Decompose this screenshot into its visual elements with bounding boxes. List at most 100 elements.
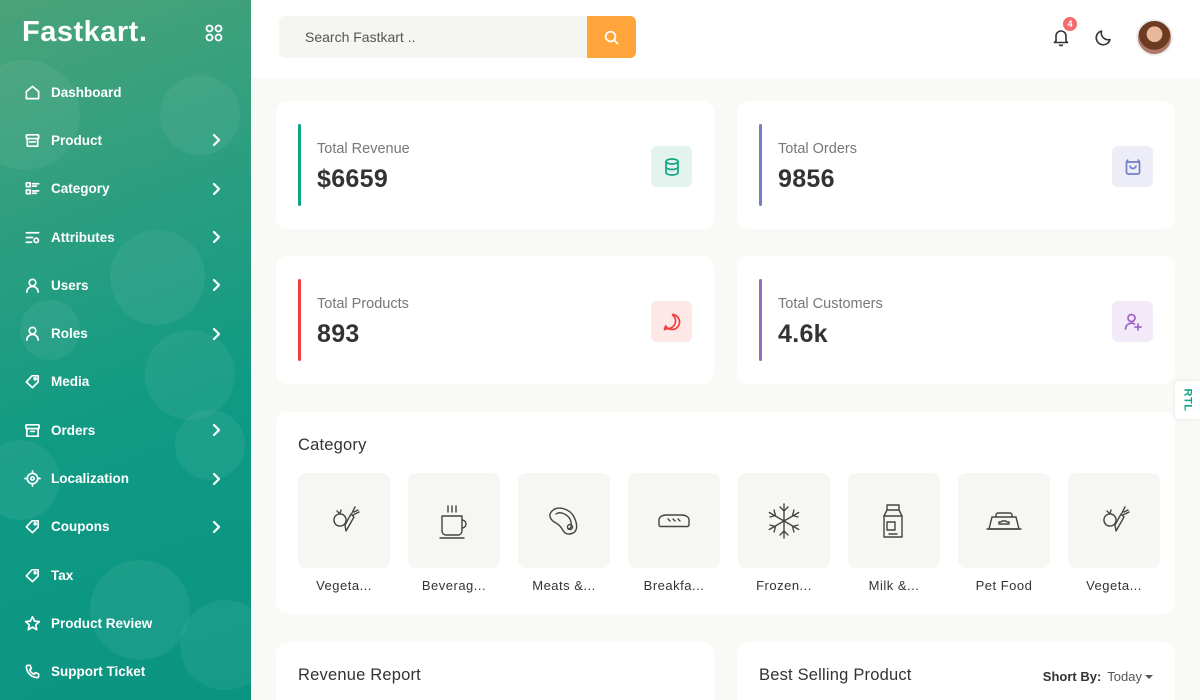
category-item[interactable]: Meats &... (518, 473, 610, 593)
search-icon (604, 30, 619, 44)
sidebar-item-tax[interactable]: Tax (0, 551, 251, 599)
sidebar-item-label: Support Ticket (51, 664, 146, 680)
chevron-right-icon (212, 520, 221, 533)
chat-icon (651, 301, 692, 342)
store-icon (23, 131, 41, 149)
sidebar-item-label: Attributes (51, 229, 115, 245)
stat-card-total-customers: Total Customers 4.6k (737, 256, 1175, 384)
search-button[interactable] (587, 16, 636, 58)
list-settings-icon (23, 228, 41, 246)
user-icon (23, 325, 41, 343)
stat-accent-bar (759, 124, 762, 206)
category-name: Vegeta... (316, 578, 372, 593)
category-item[interactable]: Beverag... (408, 473, 500, 593)
list-icon (23, 180, 41, 198)
milk-icon (874, 501, 914, 541)
user-icon (23, 276, 41, 294)
notification-badge: 4 (1063, 17, 1077, 31)
shopping-bag-icon (1112, 146, 1153, 187)
search-input[interactable] (279, 16, 579, 58)
database-icon (651, 146, 692, 187)
top-header: 4 (251, 0, 1200, 78)
category-thumbnail (628, 473, 720, 568)
sidebar-item-localization[interactable]: Localization (0, 454, 251, 502)
stat-label: Total Products (317, 296, 409, 312)
user-add-icon (1112, 301, 1153, 342)
sort-dropdown[interactable]: Short By: Today (1043, 669, 1153, 684)
sidebar-item-label: Coupons (51, 519, 110, 535)
category-list: Vegeta... Beverag... Meats &... Breakfa.… (298, 473, 1160, 593)
sidebar-item-label: Orders (51, 422, 96, 438)
sidebar-item-product-review[interactable]: Product Review (0, 599, 251, 647)
steak-icon (544, 501, 584, 541)
sidebar-item-media[interactable]: Media (0, 358, 251, 406)
stat-label: Total Orders (778, 141, 857, 157)
chevron-right-icon (212, 230, 221, 244)
category-thumbnail (738, 473, 830, 568)
stat-label: Total Revenue (317, 141, 410, 157)
tag-icon (23, 373, 41, 391)
stat-value: $6659 (317, 165, 389, 193)
sidebar-item-category[interactable]: Category (0, 165, 251, 213)
sidebar-item-dashboard[interactable]: Dashboard (0, 68, 251, 116)
sidebar-item-users[interactable]: Users (0, 261, 251, 309)
stat-label: Total Customers (778, 296, 883, 312)
stat-value: 9856 (778, 165, 835, 193)
tag-icon (23, 518, 41, 536)
stat-card-total-orders: Total Orders 9856 (737, 101, 1175, 229)
category-item[interactable]: Milk &... (848, 473, 940, 593)
search-bar (279, 16, 636, 58)
sidebar-nav: Dashboard Product Category Attributes Us… (0, 68, 251, 696)
sidebar-item-label: Roles (51, 326, 88, 342)
category-title: Category (298, 436, 367, 454)
stat-card-total-revenue: Total Revenue $6659 (276, 101, 714, 229)
category-thumbnail (958, 473, 1050, 568)
category-item[interactable]: Vegeta... (298, 473, 390, 593)
category-item[interactable]: Frozen... (738, 473, 830, 593)
notification-bell-icon[interactable] (1051, 27, 1071, 47)
category-name: Frozen... (756, 578, 812, 593)
stat-card-total-products: Total Products 893 (276, 256, 714, 384)
stat-accent-bar (298, 279, 301, 361)
category-item[interactable]: Vegeta... (1068, 473, 1160, 593)
dark-mode-icon[interactable] (1094, 27, 1114, 47)
sidebar-item-product[interactable]: Product (0, 116, 251, 164)
sidebar-item-support-ticket[interactable]: Support Ticket (0, 648, 251, 696)
chevron-right-icon (212, 182, 221, 195)
category-name: Pet Food (975, 578, 1033, 593)
grid-toggle-icon[interactable] (205, 24, 223, 42)
sort-label: Short By: (1042, 669, 1102, 684)
sidebar-item-coupons[interactable]: Coupons (0, 503, 251, 551)
sidebar-item-label: Product (51, 132, 103, 148)
sidebar-item-orders[interactable]: Orders (0, 406, 251, 454)
sidebar-item-label: Dashboard (51, 84, 122, 100)
vegetable-icon (324, 501, 364, 541)
sort-value: Today (1107, 669, 1142, 684)
brand-logo[interactable]: Fastkart. (22, 16, 148, 48)
sidebar-item-attributes[interactable]: Attributes (0, 213, 251, 261)
chevron-right-icon (212, 424, 221, 437)
phone-icon (23, 663, 41, 681)
category-item[interactable]: Pet Food (958, 473, 1050, 593)
chevron-right-icon (212, 134, 221, 147)
sidebar-item-label: Tax (51, 567, 74, 583)
pet-bowl-icon (984, 501, 1024, 541)
category-name: Vegeta... (1086, 578, 1142, 593)
home-icon (23, 83, 41, 101)
sidebar-item-label: Product Review (51, 615, 153, 631)
snowflake-icon (764, 501, 804, 541)
revenue-report-card: Revenue Report (276, 642, 714, 700)
sidebar-item-roles[interactable]: Roles (0, 309, 251, 357)
best-selling-title: Best Selling Product (759, 666, 912, 684)
crosshair-icon (23, 470, 41, 488)
revenue-report-title: Revenue Report (298, 666, 421, 684)
category-thumbnail (1068, 473, 1160, 568)
rtl-toggle[interactable]: RTL (1175, 381, 1200, 419)
chevron-right-icon (212, 327, 221, 340)
rtl-label: RTL (1181, 388, 1194, 412)
stat-value: 893 (317, 320, 360, 348)
category-item[interactable]: Breakfa... (628, 473, 720, 593)
best-selling-card: Best Selling Product Short By: Today (737, 642, 1175, 700)
stat-value: 4.6k (778, 320, 828, 348)
user-avatar[interactable] (1136, 19, 1173, 56)
